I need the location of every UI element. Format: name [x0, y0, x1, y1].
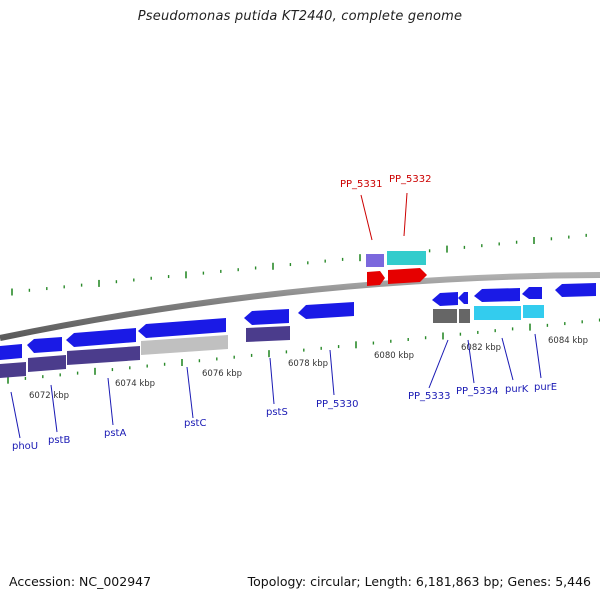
gene-labels: phoU pstB pstA pstC pstS PP_5330 PP_5331… — [12, 174, 557, 452]
gene-label-PP_5334[interactable]: PP_5334 — [456, 386, 499, 397]
bar-pstS[interactable] — [246, 326, 290, 342]
feature-purE[interactable] — [522, 287, 542, 299]
minus-strand-features — [0, 283, 596, 360]
feature-purK[interactable] — [474, 288, 520, 302]
gene-label-pstC[interactable]: pstC — [184, 418, 206, 429]
gene-label-PP_5332[interactable]: PP_5332 — [389, 174, 432, 185]
bar-pstB[interactable] — [28, 355, 66, 372]
feature-pstS[interactable] — [244, 309, 289, 325]
feature-pstA[interactable] — [66, 328, 136, 347]
feature-phoU[interactable] — [0, 344, 22, 360]
accession-text: Accession: NC_002947 — [9, 574, 152, 589]
tick-label-6082: 6082 kbp — [461, 343, 501, 353]
gene-label-pstA[interactable]: pstA — [104, 428, 126, 439]
gene-label-PP_5333[interactable]: PP_5333 — [408, 391, 451, 402]
inner-tick-ring — [7, 318, 600, 384]
feature-pstB[interactable] — [27, 337, 62, 353]
bar-phoU[interactable] — [0, 362, 26, 378]
bar-PP_5333[interactable] — [433, 309, 457, 323]
feature-PP_5332[interactable] — [388, 268, 427, 284]
plus-strand-features — [366, 251, 427, 286]
bar-purE[interactable] — [523, 305, 544, 318]
gene-label-pstS[interactable]: pstS — [266, 407, 288, 418]
tick-label-6084: 6084 kbp — [548, 336, 588, 346]
bar-purK[interactable] — [474, 306, 521, 320]
tick-label-6080: 6080 kbp — [374, 351, 414, 361]
gene-label-purK[interactable]: purK — [505, 384, 529, 395]
label-leaders — [10, 192, 542, 439]
feature-PP_5334[interactable] — [458, 292, 468, 304]
feature-next-gene[interactable] — [555, 283, 596, 297]
scale-labels: 6072 kbp 6074 kbp 6076 kbp 6078 kbp 6080… — [29, 336, 588, 401]
bar-PP_5334[interactable] — [459, 309, 470, 323]
topology-text: Topology: circular; Length: 6,181,863 bp… — [247, 574, 591, 589]
secondary-feature-row — [0, 305, 544, 378]
tick-label-6074: 6074 kbp — [115, 379, 155, 389]
gene-label-phoU[interactable]: phoU — [12, 441, 38, 452]
bar-pstA[interactable] — [67, 346, 140, 365]
feature-pstC[interactable] — [138, 318, 226, 338]
gene-label-purE[interactable]: purE — [534, 382, 557, 393]
gene-label-PP_5330[interactable]: PP_5330 — [316, 399, 359, 410]
tick-label-6076: 6076 kbp — [202, 369, 242, 379]
gene-label-pstB[interactable]: pstB — [48, 435, 70, 446]
gene-label-PP_5331[interactable]: PP_5331 — [340, 179, 383, 190]
tick-label-6072: 6072 kbp — [29, 391, 69, 401]
outer-tick-ring — [11, 233, 587, 296]
feature-PP_5331[interactable] — [367, 271, 385, 286]
genome-title: Pseudomonas putida KT2440, complete geno… — [137, 9, 463, 24]
bar-PP_5332[interactable] — [387, 251, 426, 265]
bar-pstC[interactable] — [141, 335, 228, 355]
feature-PP_5330[interactable] — [298, 302, 354, 319]
tick-label-6078: 6078 kbp — [288, 359, 328, 369]
genome-backbone — [0, 272, 600, 341]
feature-PP_5333[interactable] — [432, 292, 458, 306]
bar-PP_5331[interactable] — [366, 254, 384, 267]
